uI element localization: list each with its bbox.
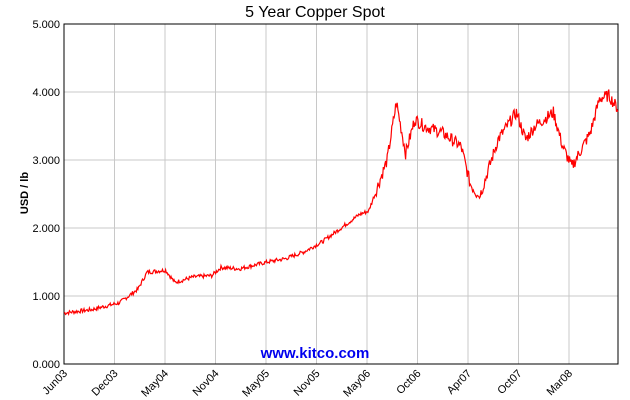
y-tick-label: 2.000 xyxy=(32,223,60,235)
series-line-copper xyxy=(63,89,619,317)
chart-title: 5 Year Copper Spot xyxy=(245,4,385,21)
y-tick-label: 5.000 xyxy=(32,19,60,31)
plot-area-frame xyxy=(63,23,619,365)
y-tick-label: 3.000 xyxy=(32,155,60,167)
y-tick-label: 4.000 xyxy=(32,87,60,99)
y-axis-ticks: 0.000 1.000 2.000 3.000 4.000 5.000 xyxy=(32,19,60,371)
y-tick-label: 0.000 xyxy=(32,359,60,371)
y-axis-label: USD / lb xyxy=(19,172,31,214)
y-tick-label: 1.000 xyxy=(32,291,60,303)
kitco-watermark[interactable]: www.kitco.com xyxy=(260,345,370,362)
